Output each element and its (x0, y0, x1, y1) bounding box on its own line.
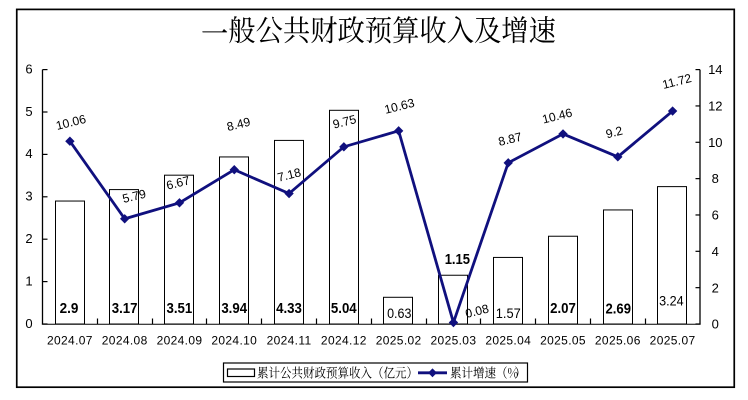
svg-text:2024.11: 2024.11 (267, 334, 312, 348)
svg-text:1.15: 1.15 (445, 252, 470, 268)
svg-text:3: 3 (25, 189, 32, 204)
svg-text:0.63: 0.63 (387, 306, 411, 322)
svg-text:2025.07: 2025.07 (650, 334, 696, 348)
svg-text:7.18: 7.18 (276, 165, 303, 184)
svg-text:4: 4 (25, 146, 32, 161)
svg-text:3.94: 3.94 (221, 301, 247, 317)
svg-text:3.17: 3.17 (112, 301, 138, 317)
svg-text:1: 1 (25, 273, 32, 288)
svg-text:0.08: 0.08 (464, 301, 491, 320)
svg-text:4: 4 (712, 244, 719, 259)
svg-text:2.9: 2.9 (60, 301, 79, 317)
svg-text:5.04: 5.04 (331, 301, 357, 317)
svg-text:2.07: 2.07 (550, 301, 576, 317)
svg-text:8: 8 (712, 171, 719, 186)
svg-text:12: 12 (708, 99, 722, 114)
svg-text:6: 6 (712, 208, 719, 223)
svg-text:10: 10 (708, 135, 722, 150)
svg-text:1.57: 1.57 (496, 306, 521, 322)
svg-text:8.49: 8.49 (225, 115, 252, 134)
svg-text:2025.04: 2025.04 (485, 334, 531, 348)
svg-text:3.51: 3.51 (167, 301, 193, 317)
svg-text:2024.12: 2024.12 (321, 334, 367, 348)
svg-text:3.24: 3.24 (659, 293, 684, 309)
svg-text:0: 0 (25, 316, 32, 331)
svg-text:2024.08: 2024.08 (102, 334, 148, 348)
svg-text:9.75: 9.75 (331, 112, 358, 131)
svg-text:2025.02: 2025.02 (376, 334, 422, 348)
svg-text:2.69: 2.69 (606, 301, 632, 317)
svg-text:2: 2 (712, 280, 719, 295)
svg-text:5.79: 5.79 (121, 187, 148, 206)
svg-text:9.2: 9.2 (604, 123, 624, 141)
svg-text:2: 2 (25, 231, 32, 246)
svg-text:8.87: 8.87 (497, 130, 524, 149)
svg-text:2025.03: 2025.03 (431, 334, 477, 348)
svg-text:6: 6 (25, 61, 32, 76)
svg-text:11.72: 11.72 (661, 71, 693, 92)
svg-text:14: 14 (708, 62, 722, 77)
svg-text:2025.06: 2025.06 (595, 334, 641, 348)
svg-text:2025.05: 2025.05 (540, 334, 586, 348)
svg-text:2024.09: 2024.09 (157, 334, 203, 348)
svg-text:0: 0 (712, 317, 719, 332)
svg-text:2024.10: 2024.10 (211, 334, 257, 348)
svg-text:6.67: 6.67 (165, 173, 192, 192)
svg-text:2024.07: 2024.07 (47, 334, 93, 348)
svg-text:4.33: 4.33 (276, 301, 302, 317)
svg-text:5: 5 (25, 104, 32, 119)
